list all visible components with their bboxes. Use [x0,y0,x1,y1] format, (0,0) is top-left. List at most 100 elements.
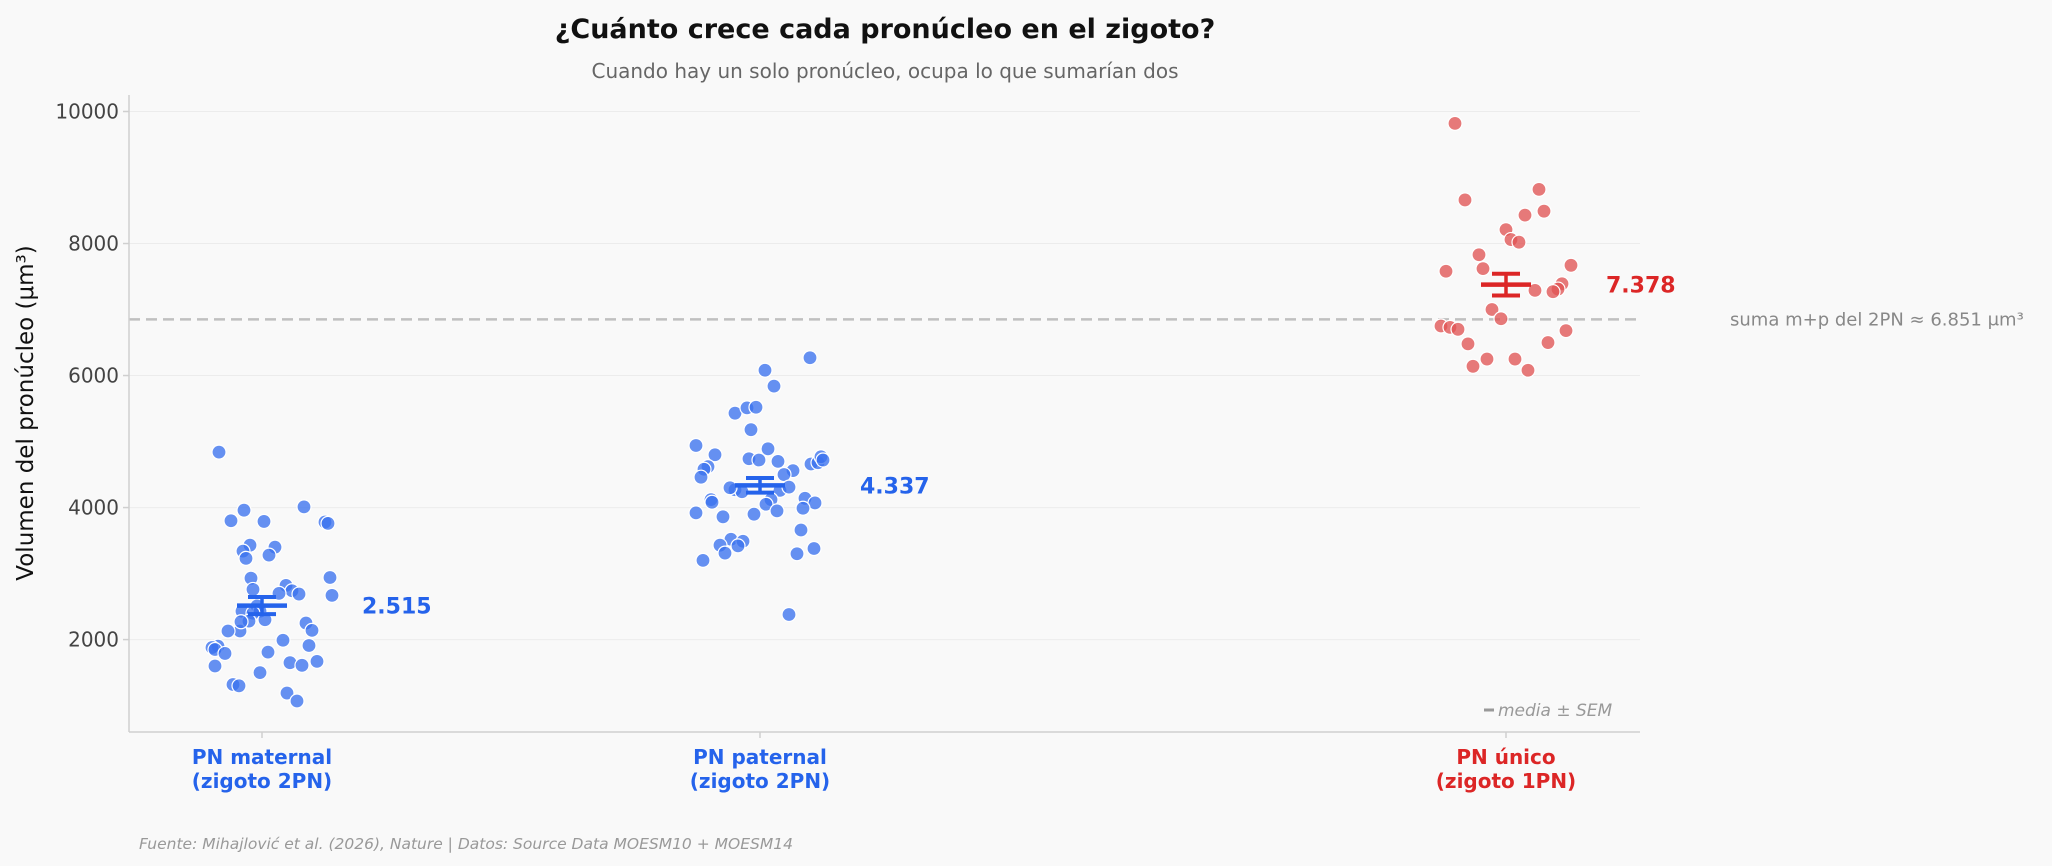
data-point [707,447,723,463]
data-point [1475,261,1491,277]
data-point [207,658,223,674]
data-point [688,437,704,454]
data-point [320,515,336,532]
y-tick-label: 4000 [68,496,119,520]
data-point [1507,351,1523,367]
data-point [275,632,291,648]
data-point [704,494,720,510]
y-tick-label: 8000 [68,232,119,256]
data-point [758,496,774,512]
category-sublabel: (zigoto 2PN) [192,769,332,793]
data-point [1460,336,1476,352]
data-point [252,664,268,681]
data-point [730,538,746,554]
data-point [211,444,227,460]
data-point [806,540,822,557]
y-tick-label: 10000 [55,100,119,124]
data-point [766,378,782,394]
category-labels: PN maternal(zigoto 2PN)PN paternal(zigot… [192,732,1576,793]
data-point [223,513,239,529]
data-point [1531,181,1547,197]
data-point [789,546,805,562]
data-point [294,657,310,673]
data-point [322,569,338,586]
data-point [296,499,312,515]
data-point [757,362,773,378]
mean-label: 4.337 [860,474,930,499]
y-tick-label: 2000 [68,628,119,652]
data-point [715,509,731,525]
data-point [802,350,818,366]
data-point [1438,263,1454,279]
data-point [717,545,733,561]
data-point [238,550,254,566]
reference-line-group: suma m+p del 2PN ≈ 6.851 μm³ [129,309,2024,330]
data-point [1520,362,1536,378]
category-label: PN único [1456,745,1555,769]
category-label: PN maternal [192,745,332,769]
category-sublabel: (zigoto 2PN) [690,769,830,793]
chart-title: ¿Cuánto crece cada pronúcleo en el zigot… [555,14,1216,45]
data-point [1558,323,1574,339]
grid-lines [129,111,1640,641]
data-point [233,614,249,630]
mean-label: 7.378 [1606,274,1676,299]
mean-markers: 2.515 4.337 7.378 [237,271,1676,620]
data-point [1450,321,1466,337]
data-point [776,466,792,483]
data-point [746,506,762,522]
data-point [693,469,709,485]
data-point [1465,358,1481,374]
category-sublabel: (zigoto 1PN) [1436,769,1576,793]
data-point [1563,257,1579,273]
data-point [1540,334,1556,351]
y-ticks: 2000 4000 6000 8000 10000 [55,100,129,652]
data-point [261,547,277,563]
data-point [324,587,340,603]
data-point [1457,192,1473,208]
data-point [1511,234,1527,250]
data-point [760,441,776,457]
y-tick-label: 6000 [68,364,119,388]
chart-subtitle: Cuando hay un solo pronúcleo, ocupa lo q… [591,59,1178,83]
data-point [291,586,307,602]
reference-line-label: suma m+p del 2PN ≈ 6.851 μm³ [1730,309,2024,330]
data-point [1479,351,1495,367]
data-point [245,581,261,598]
data-point [1517,207,1533,223]
data-point [301,637,317,654]
data-point [304,622,320,638]
data-point [1545,284,1561,300]
data-point [795,500,811,516]
data-point [743,422,759,438]
data-point [309,653,325,669]
data-point [793,522,809,538]
data-point [1484,301,1500,318]
data-point [289,693,305,709]
data-point [1493,311,1509,327]
data-point [260,644,276,660]
mean-label: 2.515 [362,595,432,620]
legend-note: media ± SEM [1498,701,1613,721]
data-point [1536,203,1552,219]
data-point [695,552,711,568]
data-point [815,452,831,468]
data-point [781,606,797,623]
data-point [751,452,767,468]
data-point [748,399,764,415]
data-point [236,502,252,518]
data-point [770,453,786,469]
category-label: PN paternal [693,745,827,769]
source-note: Fuente: Mihajlović et al. (2026), Nature… [139,835,793,853]
data-point [769,503,785,519]
data-point [256,513,272,530]
data-point [217,645,233,662]
data-point [1447,115,1463,131]
data-point [231,678,247,694]
data-point [688,505,704,521]
data-point [1527,282,1543,298]
y-axis-label: Volumen del pronúcleo (μm³) [13,245,39,580]
data-point [279,685,295,701]
data-point [1471,247,1487,263]
